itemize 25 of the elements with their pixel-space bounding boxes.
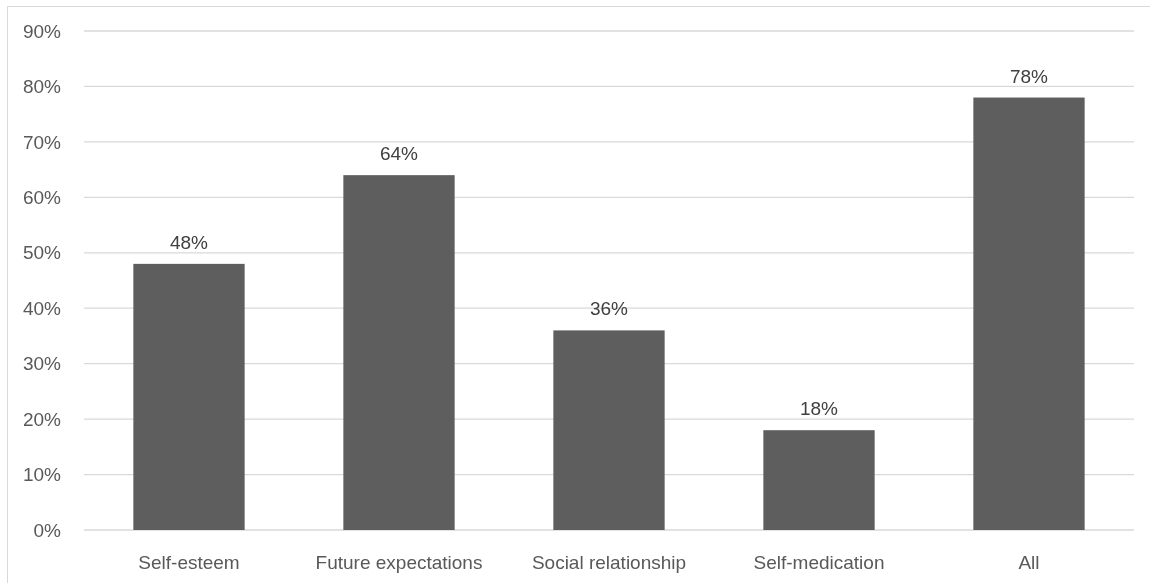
data-label: 18% xyxy=(799,398,839,420)
y-tick-label: 50% xyxy=(22,242,62,264)
y-tick-label: 0% xyxy=(33,519,62,541)
bar xyxy=(973,97,1085,530)
y-tick-label: 90% xyxy=(22,20,62,42)
x-tick-label: All xyxy=(1018,552,1040,573)
y-tick-label: 70% xyxy=(22,131,62,153)
y-tick-label: 40% xyxy=(22,297,62,319)
data-label: 36% xyxy=(589,298,629,320)
bar xyxy=(763,430,875,530)
y-tick-label: 30% xyxy=(22,353,62,375)
bar xyxy=(553,330,665,530)
bar xyxy=(133,263,245,530)
data-label: 64% xyxy=(379,143,419,165)
x-tick-label: Self-medication xyxy=(753,552,885,573)
y-tick-label: 60% xyxy=(22,186,62,208)
data-label: 78% xyxy=(1009,65,1049,87)
y-tick-label: 20% xyxy=(22,408,62,430)
data-label: 48% xyxy=(169,231,209,253)
x-tick-label: Self-esteem xyxy=(138,552,240,573)
x-tick-label: Future expectations xyxy=(315,552,483,573)
y-tick-label: 80% xyxy=(22,76,62,98)
x-tick-label: Social relationship xyxy=(531,552,687,573)
bar xyxy=(343,175,455,530)
y-tick-label: 10% xyxy=(22,464,62,486)
